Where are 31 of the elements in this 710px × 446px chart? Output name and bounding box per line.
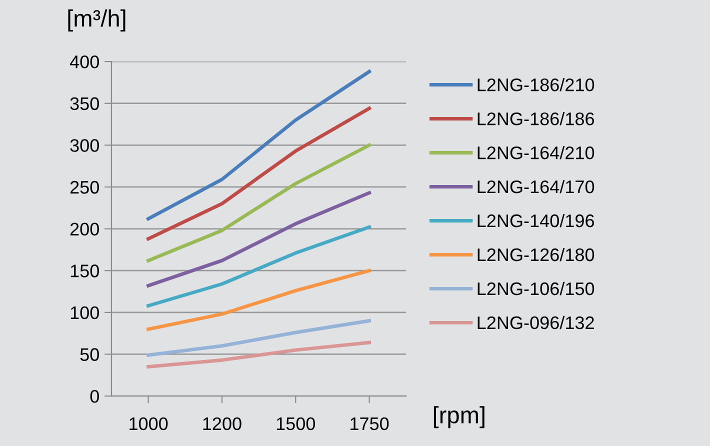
legend-label: L2NG-126/180 [478,248,594,262]
line-series [146,225,372,308]
x-tick-label: 1200 [203,417,242,430]
x-axis-title: [rpm] [434,406,484,428]
line-series [146,106,372,241]
x-tick-label: 1500 [276,417,316,430]
y-tick-label: 250 [70,180,99,194]
legend-label: L2NG-164/210 [478,146,594,160]
legend-label: L2NG-186/186 [478,112,594,126]
x-tick-label: 1000 [130,417,168,430]
legend-label: L2NG-140/196 [478,214,594,228]
line-series [146,143,372,262]
line-series [146,70,372,220]
legend-label: L2NG-186/210 [478,78,594,92]
y-tick-label: 200 [70,222,99,236]
y-tick-label: 350 [70,97,99,110]
y-tick-label: 0 [90,390,99,403]
y-tick-label: 150 [70,264,99,278]
y-tick-label: 100 [70,306,99,320]
legend-label: L2NG-096/132 [478,316,594,330]
legend-label: L2NG-106/150 [478,282,594,296]
x-tick-label: 1750 [350,417,389,430]
line-series [146,268,372,331]
y-tick-label: 400 [70,55,99,68]
y-tick-label: 50 [80,348,99,361]
line-series [146,191,372,288]
y-axis-title: [m³/h] [68,9,126,32]
line-series [146,340,372,369]
y-tick-label: 300 [70,139,99,152]
legend-label: L2NG-164/170 [478,180,594,194]
line-series [146,319,372,357]
